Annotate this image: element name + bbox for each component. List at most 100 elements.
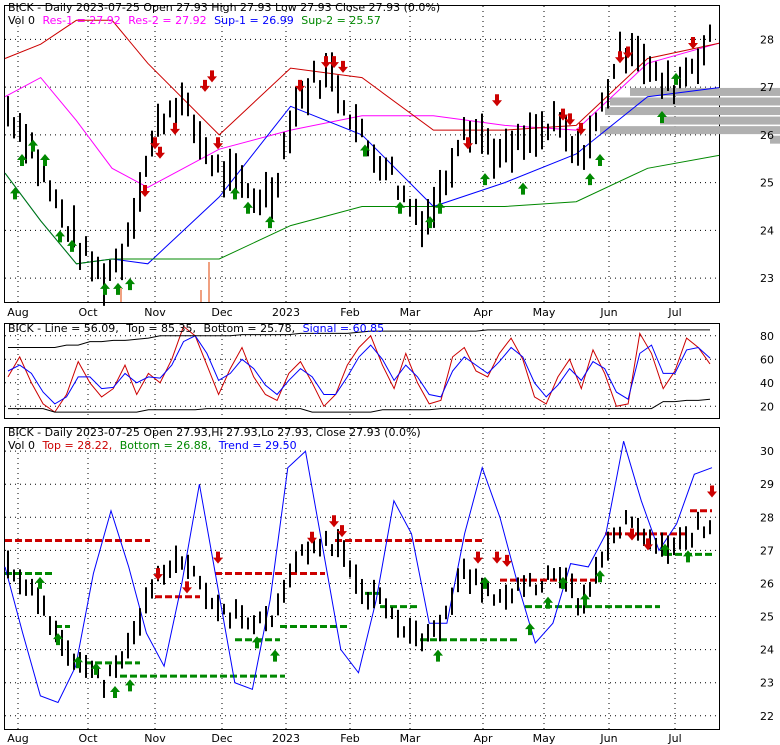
sell-arrow-icon — [463, 137, 473, 150]
x-label-price-May: May — [533, 306, 556, 319]
osc-legend-line: BICK - Line = 56.09, — [8, 322, 119, 335]
osc-legend: BICK - Line = 56.09, Top = 85.35, Bottom… — [8, 322, 384, 335]
sell-arrow-icon — [140, 184, 150, 197]
osc-series-bottom — [8, 398, 711, 413]
sell-arrow-icon — [295, 79, 305, 92]
y-tick-1-40: 40 — [760, 377, 774, 390]
volume-profile-bar-0 — [630, 87, 780, 96]
series-line-sup-2 — [4, 154, 720, 265]
buy-arrow-icon — [525, 623, 535, 636]
buy-arrow-icon — [480, 173, 490, 186]
x-label-price-Feb: Feb — [340, 306, 359, 319]
price-legend-line2: Vol 0 Res-1 = 27.92 Res-2 = 27.92 Sup-1 … — [8, 14, 381, 27]
buy-arrow-icon — [230, 187, 240, 200]
osc-series-line — [7, 325, 711, 413]
sell-arrow-icon — [170, 122, 180, 135]
trend-legend-top: Top = 28.22, — [41, 439, 112, 452]
osc-series-signal — [7, 335, 711, 405]
sell-arrow-icon — [213, 551, 223, 564]
buy-arrow-icon — [28, 139, 38, 152]
sell-arrow-icon — [321, 56, 331, 69]
sell-arrow-icon — [329, 56, 339, 69]
y-tick-0-26: 26 — [760, 129, 774, 142]
sell-arrow-icon — [615, 51, 625, 64]
osc-series-top — [8, 329, 710, 348]
buy-arrow-icon — [55, 230, 65, 243]
y-tick-0-24: 24 — [760, 224, 774, 237]
sell-arrow-icon — [492, 94, 502, 107]
series-line-res-2 — [4, 19, 720, 136]
y-tick-2-22: 22 — [760, 710, 774, 723]
volume-profile-bar-5 — [770, 135, 780, 144]
buy-arrow-icon — [53, 633, 63, 646]
y-tick-2-26: 26 — [760, 577, 774, 590]
buy-arrow-icon — [657, 111, 667, 124]
sell-arrow-icon — [337, 525, 347, 538]
buy-arrow-icon — [113, 282, 123, 295]
sell-arrow-icon — [558, 108, 568, 121]
buy-arrow-icon — [35, 576, 45, 589]
buy-arrow-icon — [595, 154, 605, 166]
sell-arrow-icon — [150, 137, 160, 150]
buy-arrow-icon — [558, 576, 568, 589]
x-label-trend-Oct: Oct — [78, 732, 98, 745]
x-label-trend-Feb: Feb — [340, 732, 359, 745]
buy-arrow-icon — [683, 550, 693, 563]
x-label-price-Dec: Dec — [211, 306, 232, 319]
trend-legend-trend: Trend = 29.50 — [218, 439, 297, 452]
x-label-trend-May: May — [533, 732, 556, 745]
buy-arrow-icon — [243, 201, 253, 214]
x-label-price-Mar: Mar — [400, 306, 421, 319]
grid-layer — [5, 6, 719, 729]
sell-arrow-icon — [627, 528, 637, 541]
trend-legend-title: BICK - Daily 2023-07-25 Open 27.93,Hi 27… — [8, 426, 421, 439]
x-label-price-Jul: Jul — [667, 306, 681, 319]
y-tick-2-28: 28 — [760, 511, 774, 524]
y-tick-0-23: 23 — [760, 272, 774, 285]
buy-arrow-icon — [252, 636, 262, 649]
x-label-trend-Apr: Apr — [473, 732, 493, 745]
sell-arrow-icon — [688, 36, 698, 49]
trend-series-line — [4, 441, 713, 704]
x-label-price-2023: 2023 — [272, 306, 300, 319]
buy-arrow-icon — [91, 662, 101, 675]
x-label-trend-Mar: Mar — [400, 732, 421, 745]
volume-profile-bar-3 — [660, 116, 780, 125]
price-legend-line1: BICK - Daily 2023-07-25 Open 27.93 High … — [8, 1, 440, 14]
y-tick-1-20: 20 — [760, 400, 774, 413]
buy-arrow-icon — [17, 154, 27, 166]
buy-arrow-icon — [480, 576, 490, 589]
y-tick-2-23: 23 — [760, 677, 774, 690]
sell-arrow-icon — [155, 146, 165, 159]
x-label-trend-Dec: Dec — [211, 732, 232, 745]
sell-arrow-icon — [502, 554, 512, 567]
sell-arrow-icon — [473, 551, 483, 564]
x-label-trend-Nov: Nov — [144, 732, 166, 745]
buy-arrow-icon — [360, 144, 370, 157]
x-label-price-Oct: Oct — [78, 306, 98, 319]
y-tick-2-25: 25 — [760, 611, 774, 624]
buy-arrow-icon — [100, 282, 110, 295]
trend-legend-line1: BICK - Daily 2023-07-25 Open 27.93,Hi 27… — [8, 426, 421, 439]
price-legend-res1: Res-1 = 27.92 — [42, 14, 120, 27]
y-tick-2-24: 24 — [760, 644, 774, 657]
buy-arrow-icon — [67, 239, 77, 252]
volume-bar-0 — [208, 262, 210, 302]
x-label-price-Aug: Aug — [7, 306, 28, 319]
x-label-price-Jun: Jun — [599, 306, 617, 319]
buy-arrow-icon — [265, 216, 275, 229]
osc-legend-top: Top = 85.35, — [125, 322, 196, 335]
y-tick-0-25: 25 — [760, 177, 774, 190]
oscillator-panel-frame — [4, 323, 720, 419]
sell-arrow-icon — [153, 568, 163, 581]
y-tick-1-80: 80 — [760, 330, 774, 343]
osc-legend-bottom: Bottom = 25.78, — [204, 322, 296, 335]
y-tick-0-28: 28 — [760, 33, 774, 46]
price-legend-sup2: Sup-2 = 25.57 — [301, 14, 381, 27]
sell-arrow-icon — [623, 46, 633, 59]
buy-arrow-icon — [585, 173, 595, 186]
trend-legend-vol: Vol 0 — [8, 439, 35, 452]
sell-arrow-icon — [707, 485, 717, 498]
buy-arrow-icon — [435, 201, 445, 214]
volume-profile-bar-2 — [605, 107, 780, 116]
